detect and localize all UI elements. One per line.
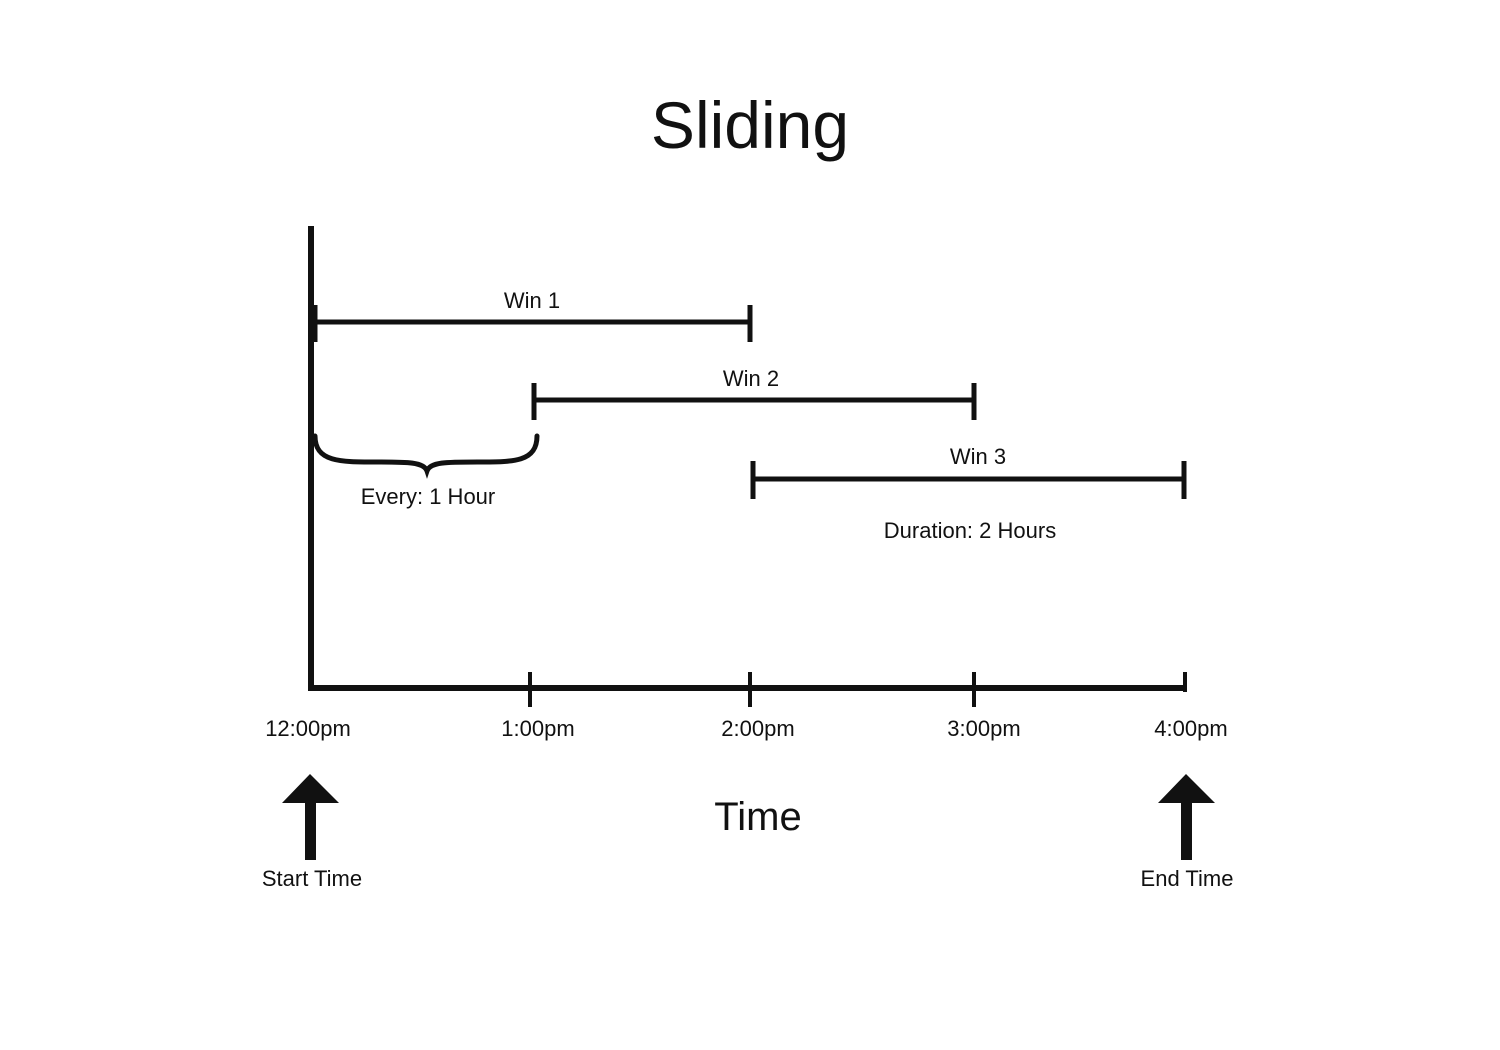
tick-marks	[528, 672, 1187, 707]
slide-interval-brace	[312, 433, 540, 479]
tick-labels: 12:00pm 1:00pm 2:00pm 3:00pm 4:00pm	[265, 716, 1228, 741]
every-annotation: Every: 1 Hour	[361, 484, 496, 509]
tick-label: 3:00pm	[947, 716, 1020, 741]
start-time-marker: Start Time	[262, 774, 362, 891]
window-3: Win 3	[750, 444, 1187, 499]
diagram-title: Sliding	[651, 88, 849, 162]
window-2: Win 2	[531, 366, 977, 420]
start-time-label: Start Time	[262, 866, 362, 891]
tick-label: 2:00pm	[721, 716, 794, 741]
end-time-label: End Time	[1141, 866, 1234, 891]
end-time-marker: End Time	[1141, 774, 1234, 891]
window-1: Win 1	[312, 288, 753, 342]
duration-annotation: Duration: 2 Hours	[884, 518, 1056, 543]
arrow-up-icon	[1158, 774, 1215, 860]
axes	[308, 226, 1187, 691]
tick-label: 4:00pm	[1154, 716, 1227, 741]
x-axis-title: Time	[714, 795, 801, 839]
arrow-up-icon	[282, 774, 339, 860]
tick-label: 12:00pm	[265, 716, 351, 741]
window-1-label: Win 1	[504, 288, 560, 313]
tick-label: 1:00pm	[501, 716, 574, 741]
window-2-label: Win 2	[723, 366, 779, 391]
window-3-label: Win 3	[950, 444, 1006, 469]
